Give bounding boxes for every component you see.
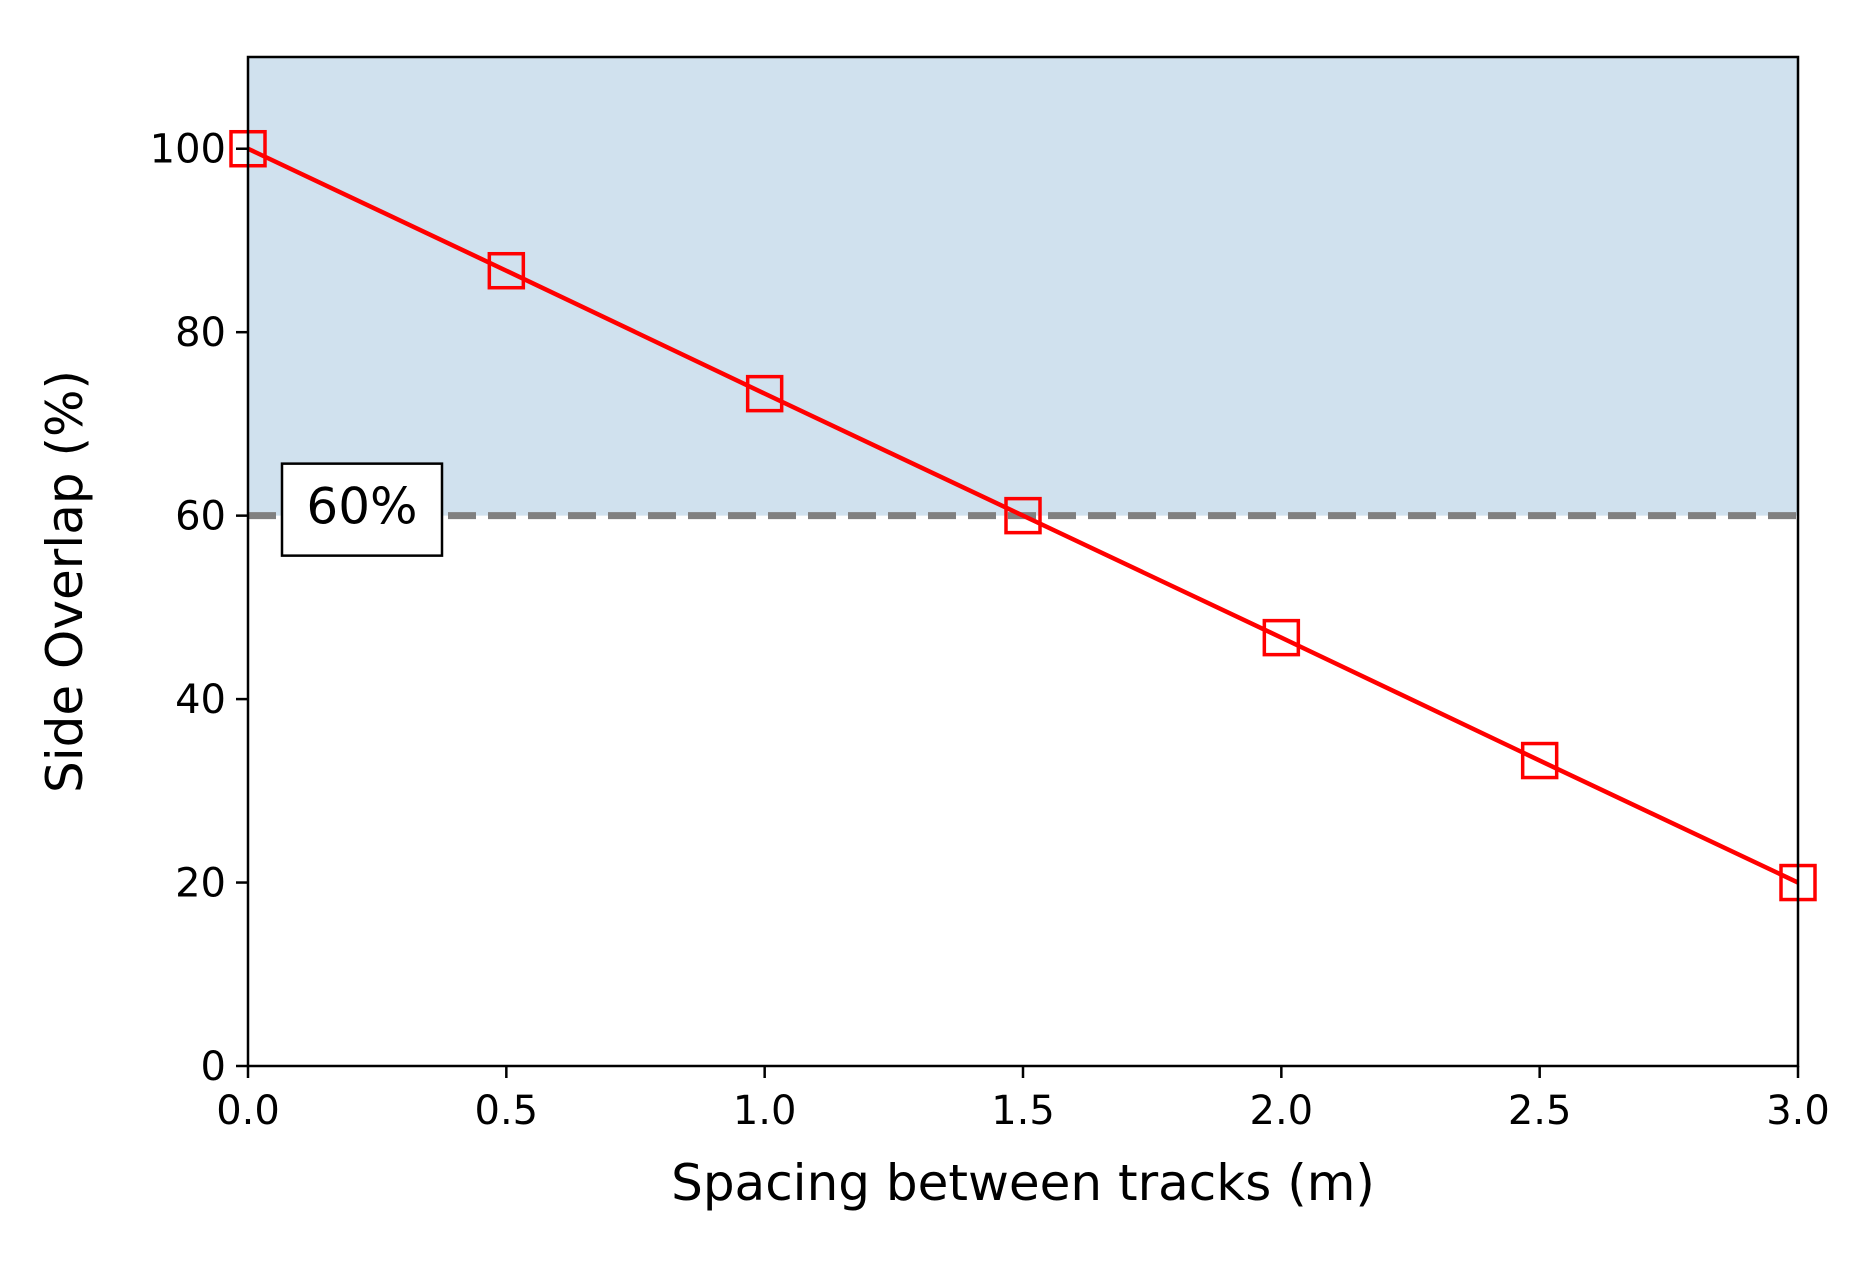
plot-area: 60%	[229, 57, 1817, 902]
threshold-label-box	[280, 462, 444, 557]
y-axis-title: Side Overlap (%)	[36, 370, 94, 793]
y-tick-label: 0	[201, 1044, 226, 1090]
series-line	[247, 146, 1799, 885]
x-tick-label: 0.5	[475, 1088, 539, 1134]
axes: 0.0 0.5 1.0 1.5 2.0 2.5 3.0 0 20 40 60 80 100	[150, 55, 1830, 1134]
x-tick-label: 3.0	[1766, 1088, 1830, 1134]
threshold-label: 60%	[306, 478, 417, 536]
data-point-marker	[1004, 496, 1042, 535]
data-point-marker	[1520, 741, 1559, 780]
x-tick-label: 1.5	[991, 1088, 1055, 1134]
threshold-shaded-region	[248, 57, 1798, 516]
y-tick-label: 20	[175, 861, 226, 907]
x-tick-label: 2.0	[1250, 1088, 1314, 1134]
data-point-marker	[487, 251, 526, 290]
data-point-marker	[745, 374, 784, 413]
y-tick-label: 40	[175, 677, 226, 723]
x-tick-label: 0.0	[216, 1088, 280, 1134]
y-tick-label: 100	[150, 127, 226, 173]
y-tick-label: 80	[175, 310, 226, 356]
x-tick-label: 1.0	[733, 1088, 797, 1134]
x-tick-label: 2.5	[1508, 1088, 1572, 1134]
y-tick-label: 60	[175, 494, 226, 540]
x-axis-title: Spacing between tracks (m)	[671, 1154, 1375, 1212]
data-point-marker	[1262, 618, 1301, 657]
